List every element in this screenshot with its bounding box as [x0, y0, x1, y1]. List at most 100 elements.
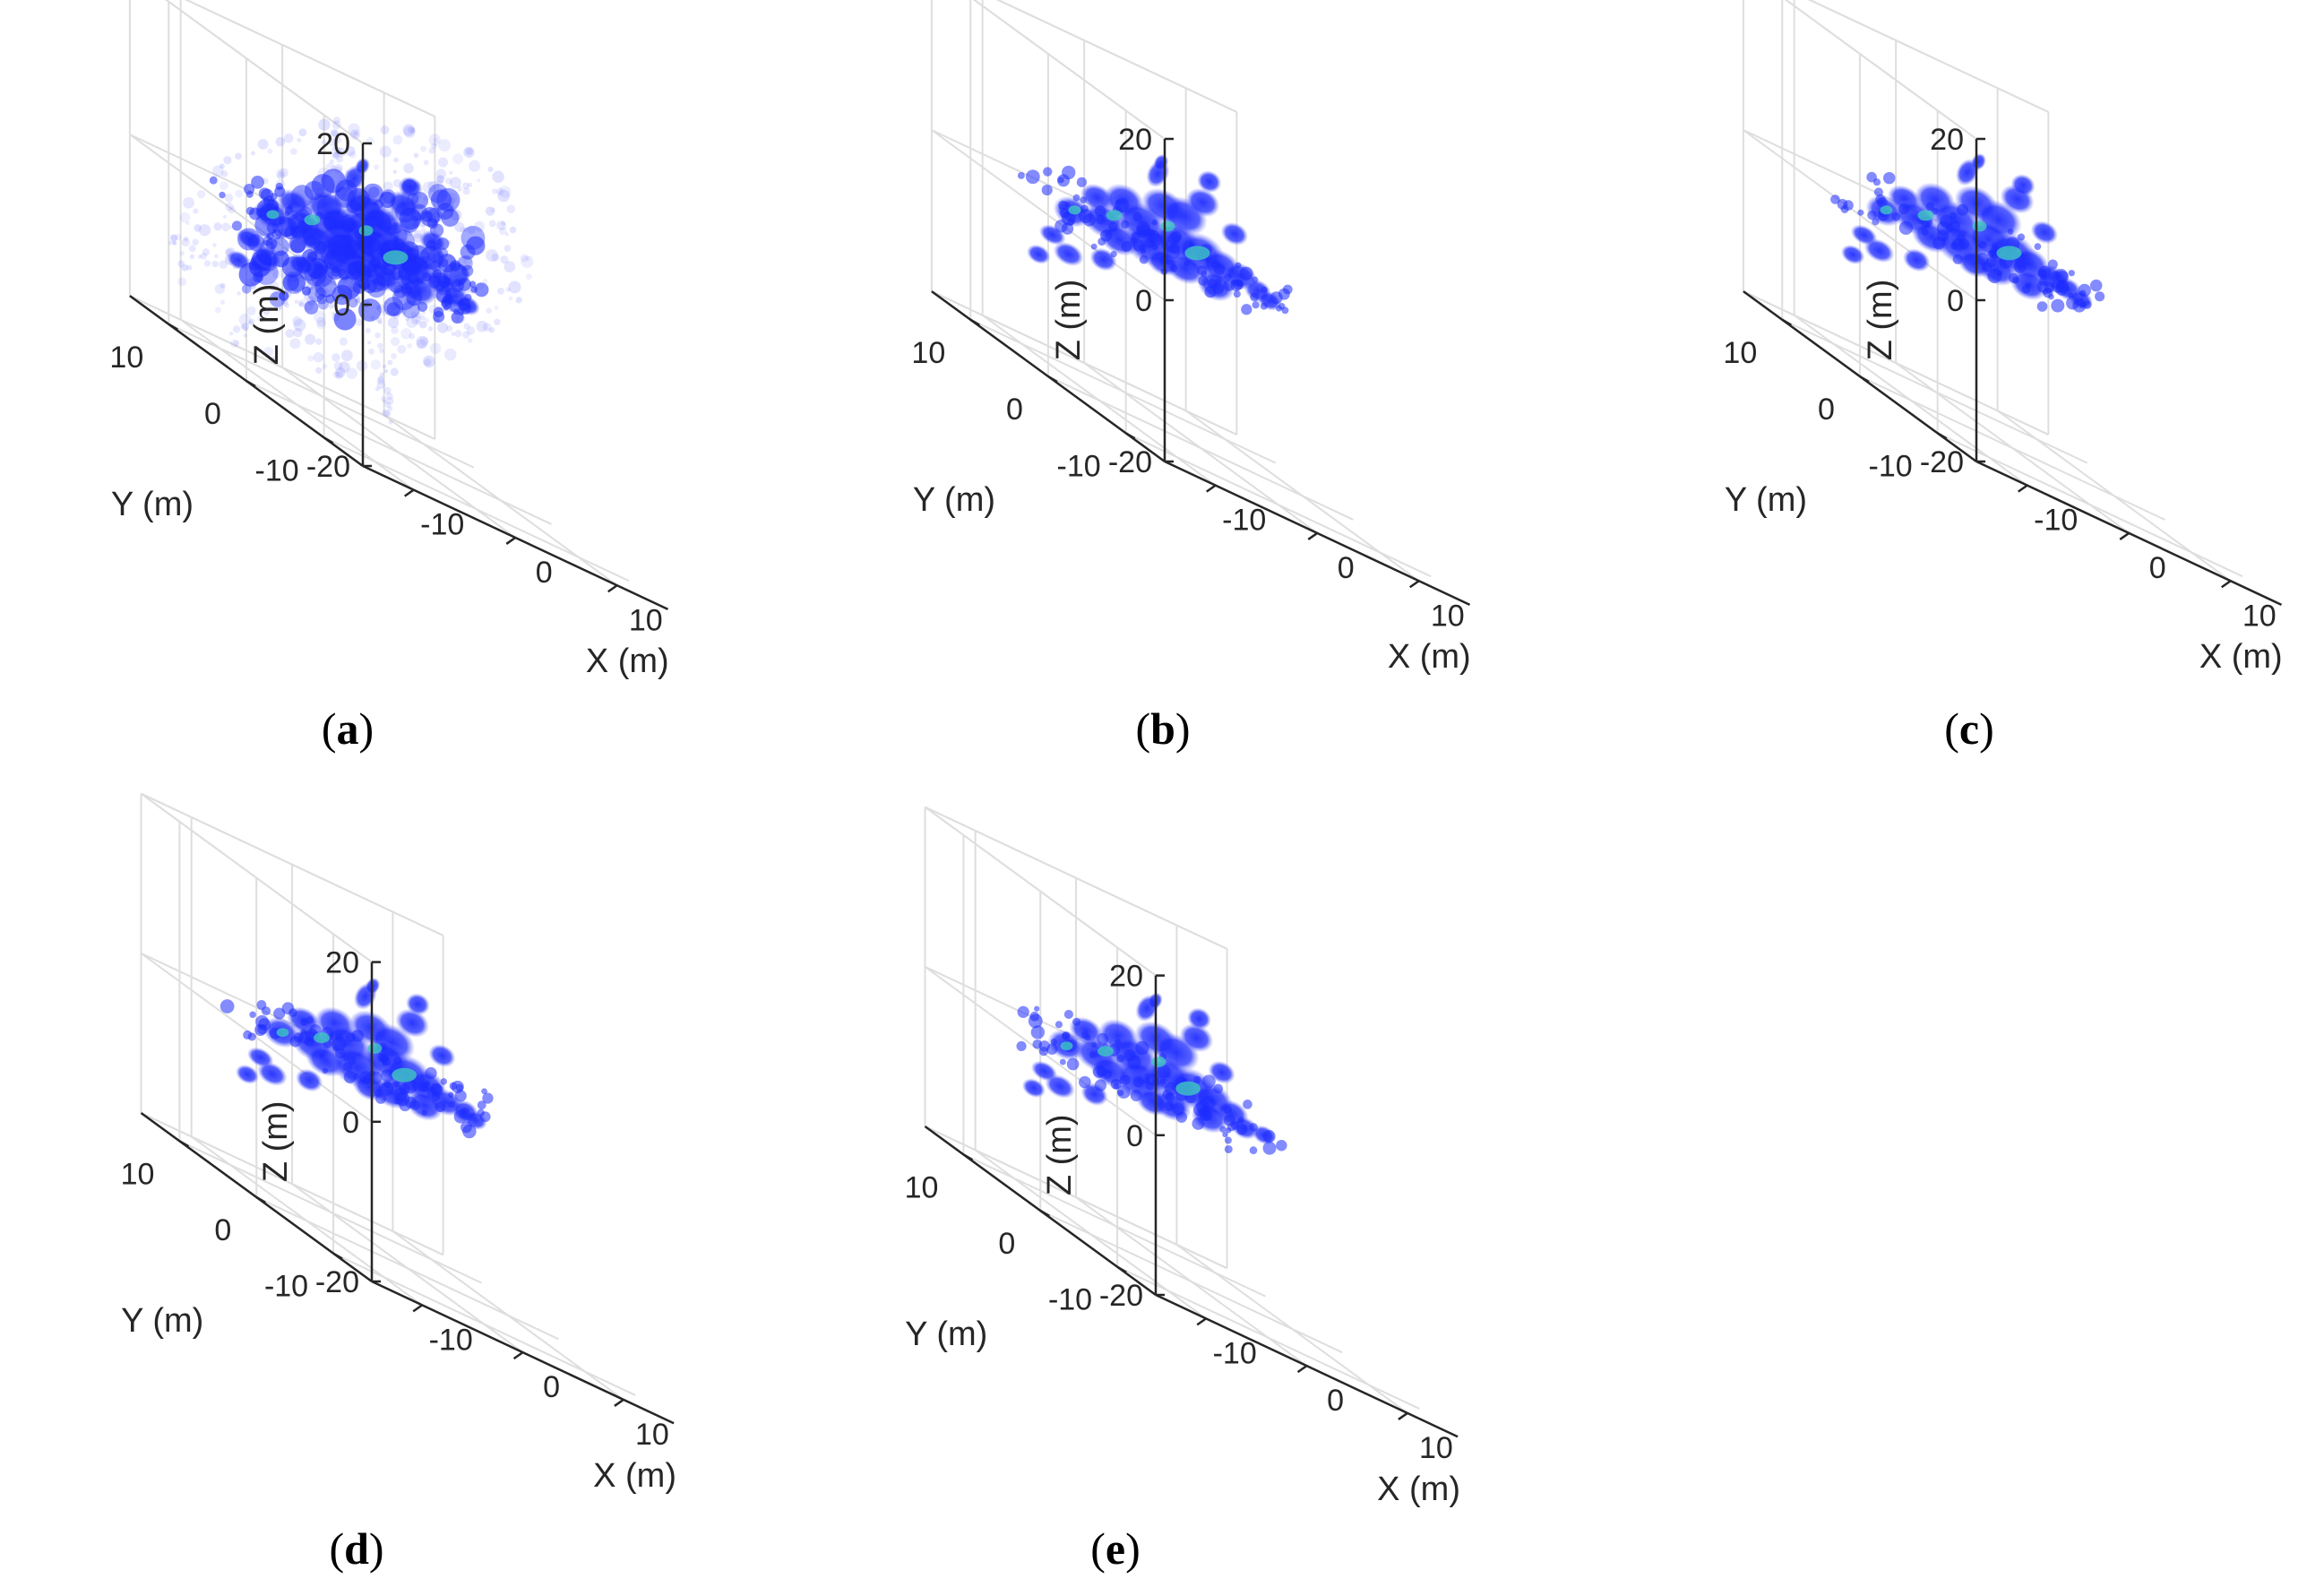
- data-point: [2013, 260, 2027, 273]
- x-tick-label: -10: [1213, 1336, 1257, 1370]
- point-cloud: [219, 977, 494, 1139]
- x-tick-label: -10: [429, 1323, 473, 1357]
- y-tick: [1937, 432, 1948, 440]
- data-point: [387, 406, 393, 411]
- data-point: [303, 295, 310, 302]
- data-point: [322, 1067, 329, 1074]
- data-point: [482, 1092, 494, 1104]
- data-point: [1250, 292, 1260, 302]
- data-point: [1045, 1074, 1075, 1099]
- data-point: [181, 263, 189, 272]
- data-point: [410, 311, 417, 317]
- data-point: [393, 1081, 400, 1088]
- grid-line: [168, 323, 475, 469]
- data-point: [1220, 221, 1249, 246]
- data-point: [2030, 220, 2059, 245]
- data-point: [412, 254, 420, 263]
- data-point: [2068, 270, 2075, 277]
- data-point: [415, 312, 422, 319]
- data-point: [355, 318, 363, 327]
- data-point: [525, 256, 530, 262]
- grid-line: [165, 0, 364, 144]
- data-point: [316, 294, 328, 305]
- data-point: [1207, 278, 1218, 289]
- grid-line: [969, 318, 1277, 464]
- caption-close: ): [359, 703, 374, 754]
- x-tick-label: 0: [543, 1370, 560, 1404]
- data-point: [179, 250, 185, 256]
- data-point: [1864, 238, 1895, 263]
- data-point: [521, 255, 534, 269]
- x-tick: [2119, 531, 2130, 540]
- data-point: [243, 333, 247, 338]
- x-tick-label: -10: [2034, 504, 2078, 538]
- data-point: [424, 317, 429, 324]
- data-point: [1159, 1078, 1166, 1085]
- data-point: [399, 1083, 410, 1095]
- x-axis-label: X (m): [593, 1457, 676, 1495]
- data-point: [1046, 1043, 1058, 1055]
- data-point: [454, 221, 465, 233]
- data-point: [194, 224, 202, 232]
- data-point: [213, 222, 222, 231]
- data-point: [334, 1033, 343, 1041]
- data-point: [1957, 203, 1969, 216]
- data-point: [436, 203, 454, 220]
- data-point: [417, 277, 424, 284]
- data-point: [2007, 228, 2014, 235]
- data-point: [1175, 1111, 1188, 1123]
- data-point: [219, 299, 226, 305]
- data-point: [1213, 263, 1226, 275]
- x-tick: [1307, 531, 1318, 540]
- data-point: [316, 316, 326, 327]
- data-point: [494, 318, 501, 325]
- data-point: [219, 163, 225, 169]
- data-point: [2036, 301, 2048, 312]
- data-point: [448, 1091, 454, 1098]
- data-point: [248, 318, 255, 324]
- data-point: [1204, 286, 1217, 298]
- data-point: [1030, 1025, 1046, 1040]
- data-point: [376, 376, 384, 384]
- data-point: [1016, 1040, 1027, 1051]
- data-point: [355, 297, 361, 303]
- data-point: [281, 298, 288, 306]
- data-point: [377, 375, 384, 382]
- data-point: [2041, 272, 2047, 279]
- data-point: [1276, 305, 1283, 312]
- data-point: [1251, 276, 1259, 284]
- data-point: [508, 296, 513, 301]
- data-point: [266, 232, 274, 240]
- y-axis-label: Y (m): [913, 481, 995, 519]
- data-point: [1917, 210, 1934, 221]
- data-point: [2021, 284, 2031, 294]
- data-point: [188, 245, 196, 253]
- x-tick: [1409, 580, 1420, 589]
- grid-line: [129, 295, 435, 440]
- z-tick-label: 20: [1930, 123, 1964, 157]
- data-point: [1866, 171, 1877, 183]
- z-axis-label: Z (m): [1041, 1114, 1079, 1195]
- data-point: [425, 1066, 437, 1080]
- data-point: [317, 298, 329, 310]
- grid-line: [1781, 318, 2088, 464]
- data-point: [314, 310, 326, 324]
- y-axis-label: Y (m): [111, 486, 194, 523]
- data-point: [304, 235, 316, 247]
- grid-line: [924, 806, 1157, 977]
- caption-close: ): [369, 1523, 384, 1574]
- data-point: [1132, 211, 1142, 222]
- data-point: [1110, 1078, 1122, 1090]
- y-tick-label: 0: [998, 1227, 1015, 1261]
- data-point: [196, 189, 206, 199]
- data-point: [494, 306, 499, 310]
- grid-line: [931, 129, 1166, 301]
- data-point: [1243, 1100, 1252, 1109]
- data-point: [381, 396, 387, 402]
- z-tick-label: 0: [342, 1106, 359, 1140]
- data-point: [1249, 1123, 1258, 1132]
- data-point: [393, 157, 399, 163]
- data-point: [427, 184, 448, 203]
- data-point: [405, 993, 430, 1015]
- data-point: [1224, 1136, 1232, 1144]
